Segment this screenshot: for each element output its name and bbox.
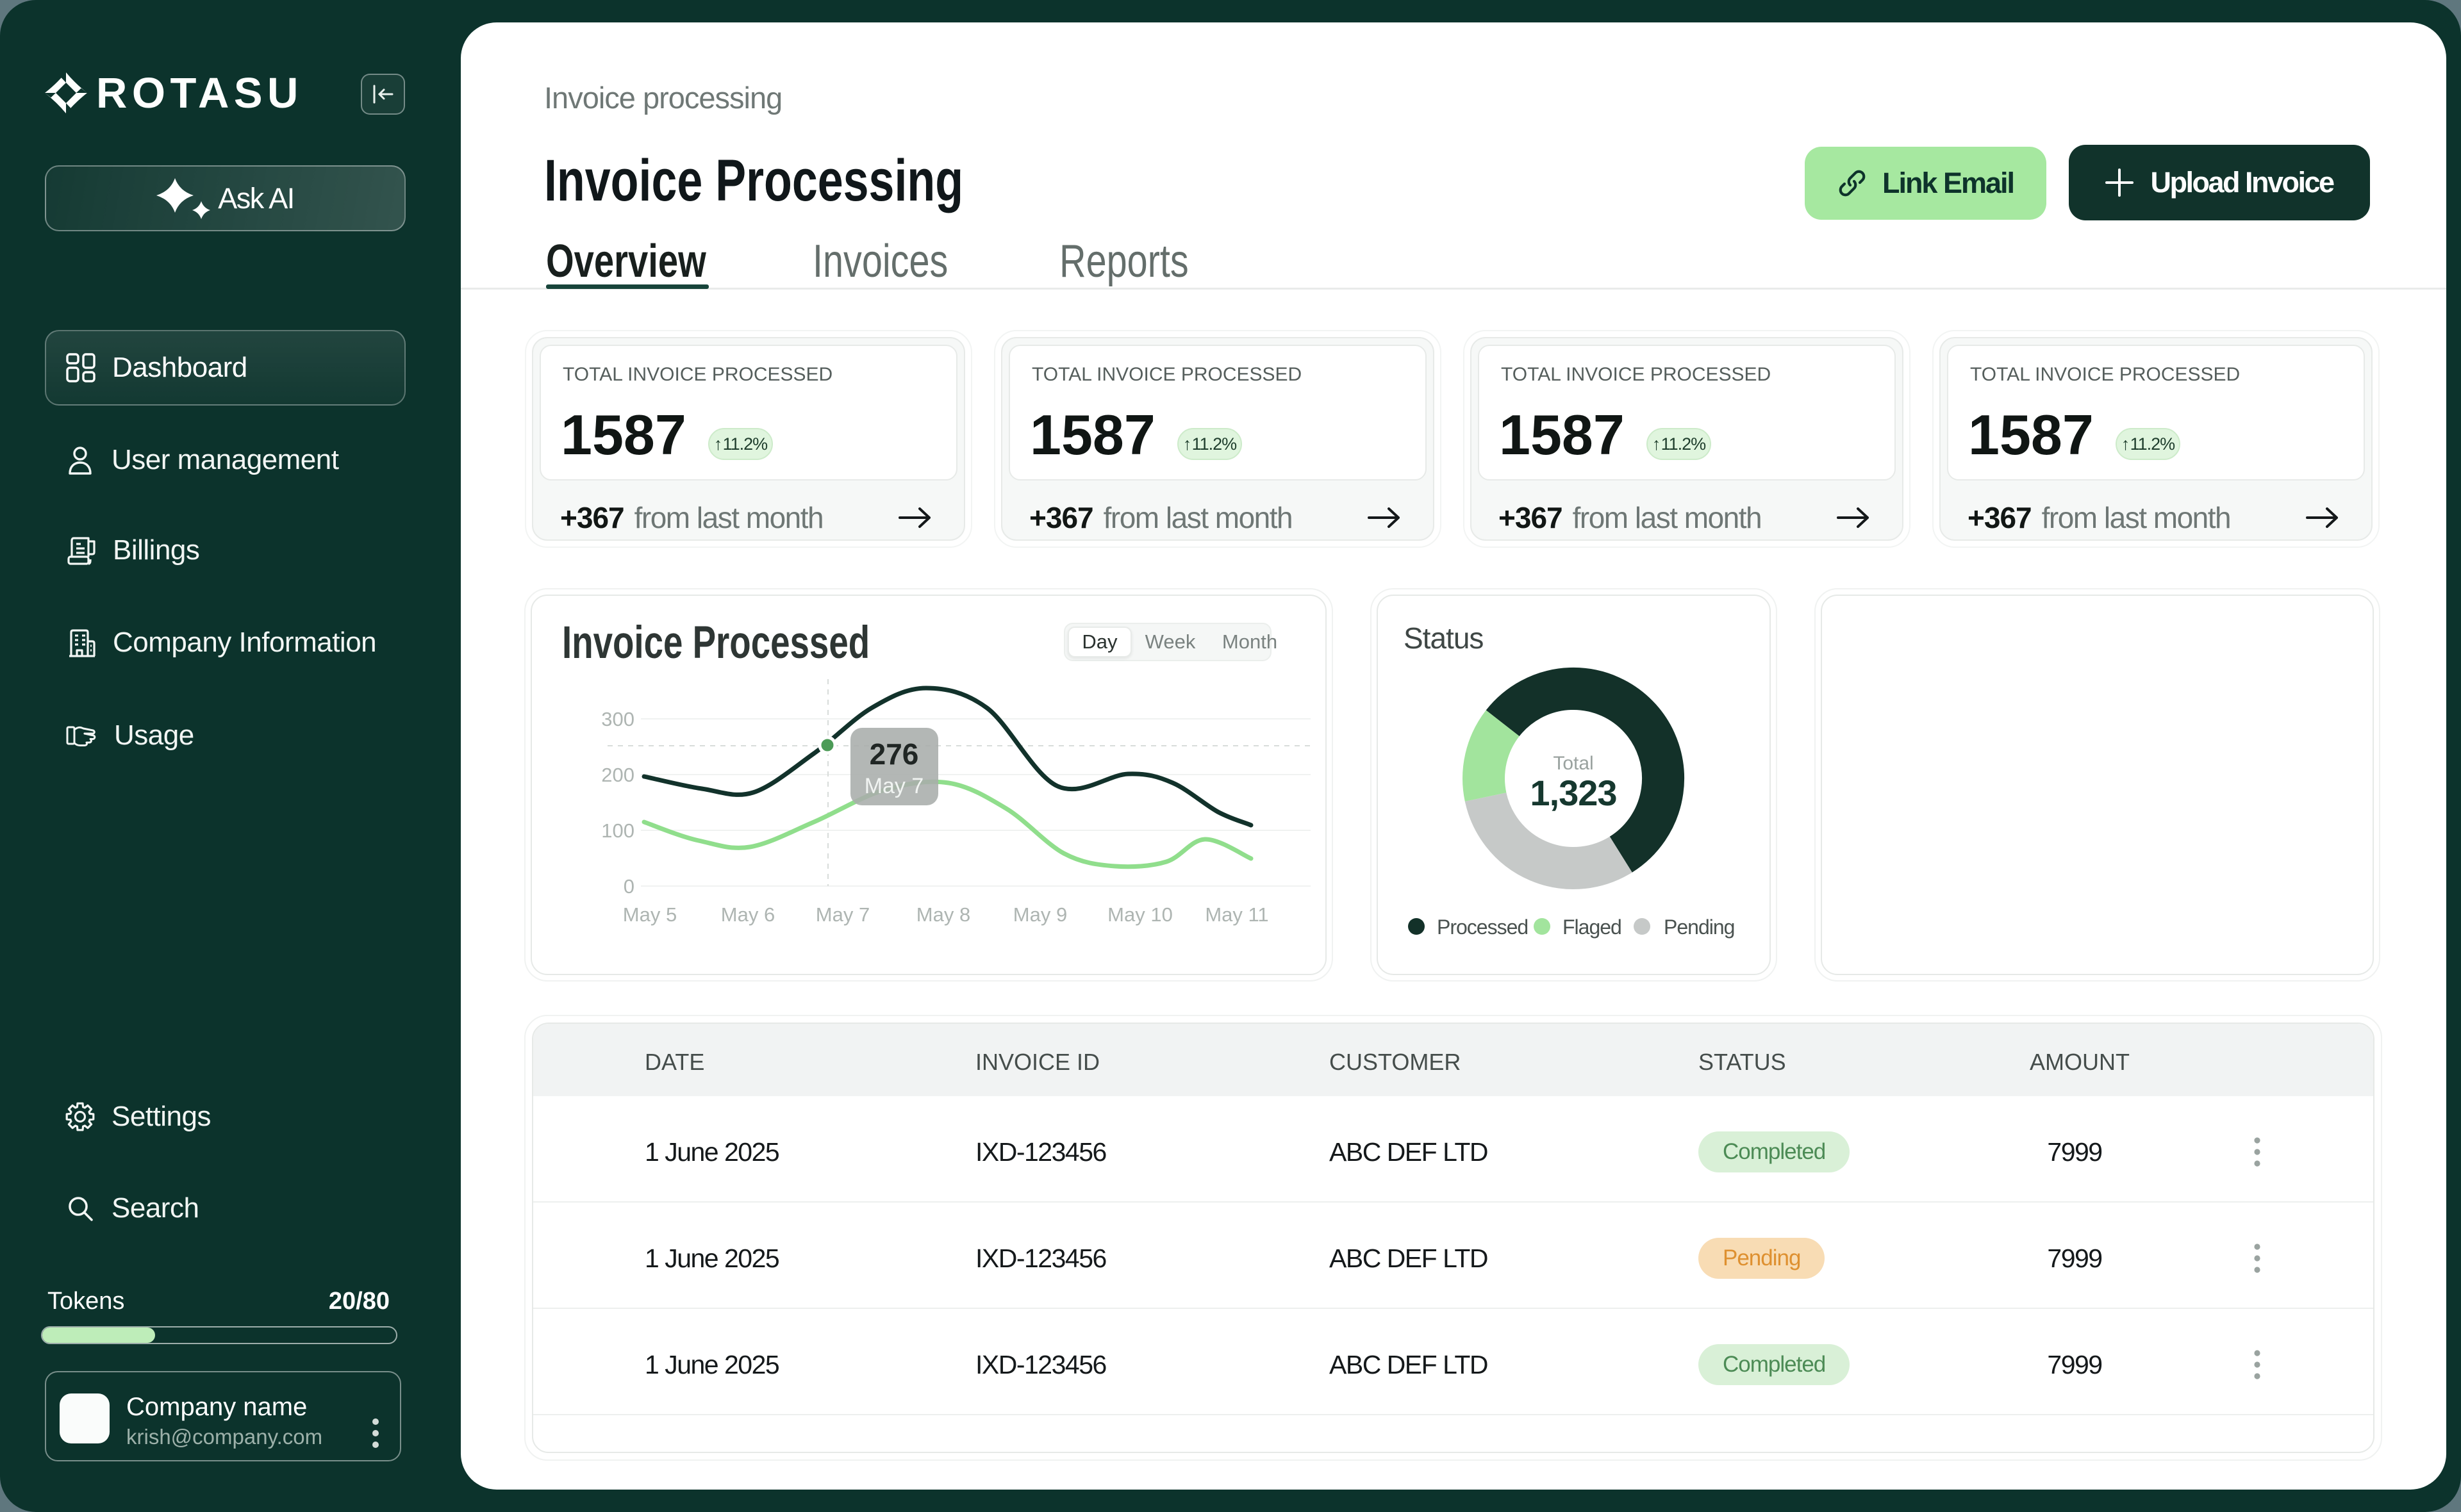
svg-text:May 8: May 8 — [916, 903, 970, 926]
svg-text:May 10: May 10 — [1107, 903, 1173, 926]
svg-text:Total: Total — [1553, 753, 1593, 774]
svg-text:May 7: May 7 — [816, 903, 870, 926]
svg-text:Pending: Pending — [1664, 916, 1734, 939]
svg-text:276: 276 — [870, 737, 919, 771]
svg-text:May 7: May 7 — [865, 774, 924, 798]
svg-text:May 5: May 5 — [623, 903, 677, 926]
svg-text:1,323: 1,323 — [1530, 773, 1616, 813]
svg-text:300: 300 — [601, 708, 634, 730]
svg-text:May 11: May 11 — [1205, 903, 1268, 926]
svg-text:200: 200 — [601, 764, 634, 786]
svg-text:Flaged: Flaged — [1562, 916, 1621, 939]
svg-text:May 6: May 6 — [721, 903, 775, 926]
svg-text:Processed: Processed — [1437, 916, 1528, 939]
svg-text:100: 100 — [601, 819, 634, 842]
svg-text:May 9: May 9 — [1013, 903, 1067, 926]
svg-text:0: 0 — [624, 875, 634, 898]
